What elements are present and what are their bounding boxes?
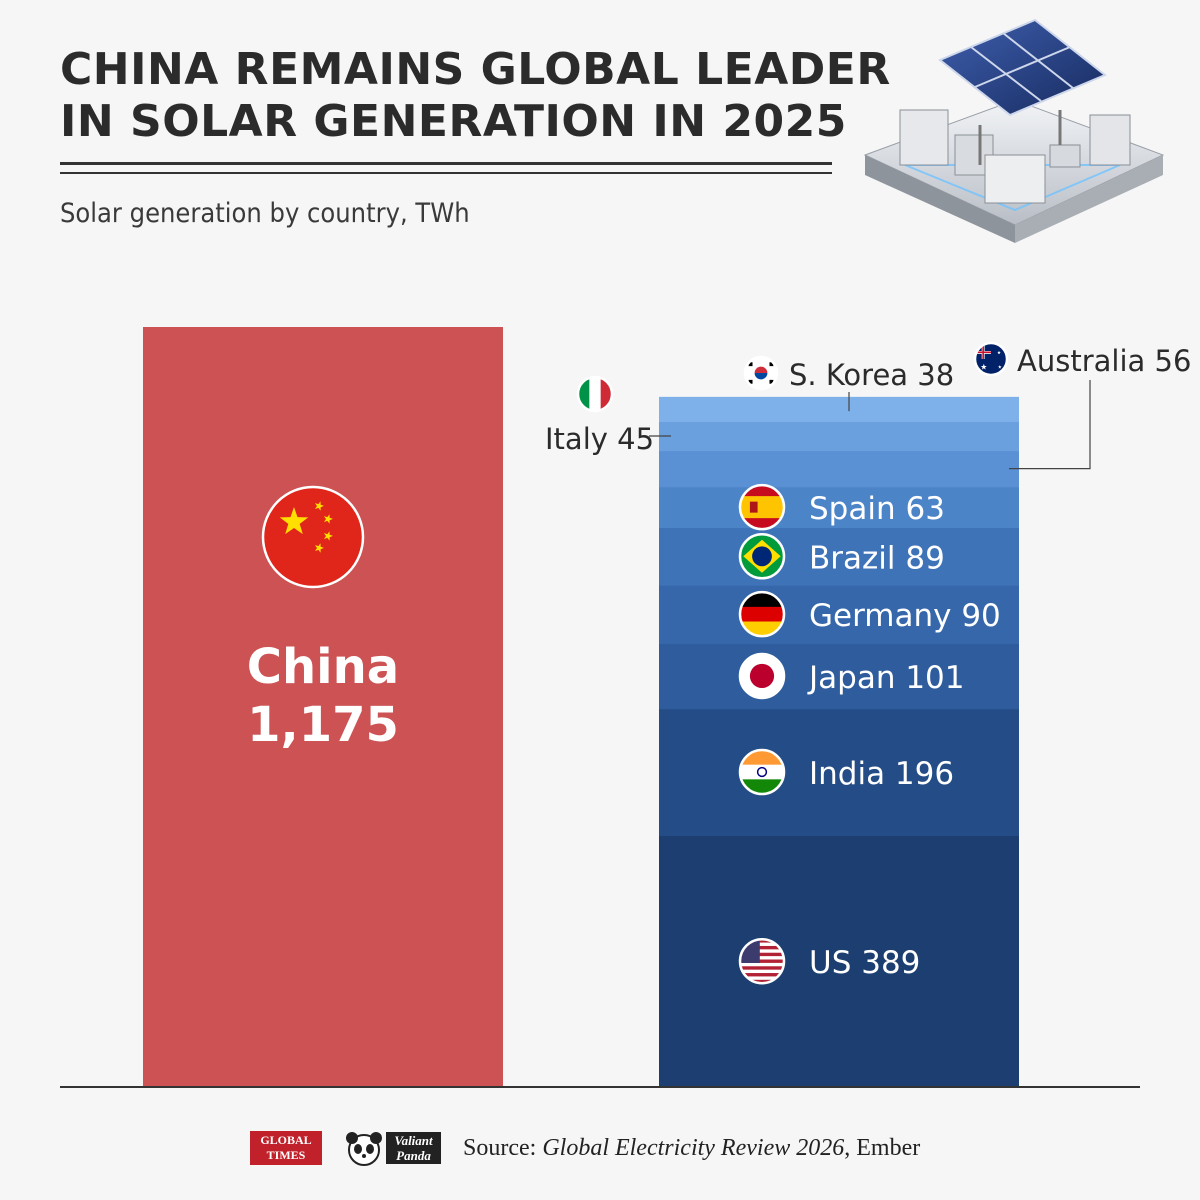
valiant-panda-line-2: Panda [396,1148,431,1163]
bar-segment-germany [659,585,1019,644]
page-title: CHINA REMAINS GLOBAL LEADER IN SOLAR GEN… [60,44,920,148]
bar-segment-brazil [659,527,1019,586]
china-flag [261,485,365,589]
germany-flag [738,590,786,638]
label-australia: Australia 56 [1017,344,1191,378]
china-value: 1,175 [247,697,399,753]
bar-china [143,327,503,1087]
leader-line-australia [1009,380,1091,470]
global-times-line-2: TIMES [266,1148,306,1162]
india-flag [738,748,786,796]
china-name: China [246,639,400,695]
bar-segment-australia [659,450,1019,488]
south-korea-flag [743,355,779,391]
australia-flag [973,341,1009,377]
title-rule-thin [60,172,832,174]
source-note: Source: Global Electricity Review 2026, … [463,1135,920,1162]
title-rule-thick [60,162,832,165]
label-us: US 389 [809,945,920,981]
global-times-line-1: GLOBAL [260,1133,312,1147]
valiant-panda-logo: Valiant Panda [344,1128,441,1168]
leader-lines [649,380,1091,470]
panda-icon [346,1132,382,1166]
china-label: China 1,175 [143,638,503,754]
bar-segment-italy [659,421,1019,452]
source-title: Global Electricity Review 2026 [542,1134,845,1161]
japan-flag [738,652,786,700]
label-germany: Germany 90 [809,598,1001,634]
source-prefix: Source: [463,1134,537,1161]
label-brazil: Brazil 89 [809,540,945,576]
label-india: India 196 [809,756,954,792]
bar-segment-us [659,835,1019,1088]
label-south-korea: S. Korea 38 [789,358,954,392]
source-suffix: , Ember [844,1134,921,1161]
flags-layer [261,341,1009,985]
us-flag [738,937,786,985]
chart-subtitle: Solar generation by country, TWh [60,198,470,229]
bar-segment-spain [659,486,1019,529]
title-line-2: IN SOLAR GENERATION IN 2025 [60,96,847,147]
labels-layer: US 389 India 196 Japan 101 Germany 90 Brazil… [545,344,1191,981]
valiant-panda-wordmark: Valiant Panda [386,1132,441,1164]
bar-segment-india [659,708,1019,836]
global-times-logo: GLOBAL TIMES [250,1131,322,1165]
label-italy: Italy 45 [545,422,654,456]
valiant-panda-line-1: Valiant [394,1133,433,1148]
solar-station-illustration [863,18,1165,243]
label-spain: Spain 63 [809,491,945,527]
bar-segment-s-korea [659,396,1019,423]
italy-flag [576,375,614,413]
label-japan: Japan 101 [807,660,964,696]
bar-segment-japan [659,643,1019,710]
title-line-1: CHINA REMAINS GLOBAL LEADER [60,44,891,95]
brazil-flag [738,533,786,580]
bars-layer [143,327,1019,1088]
footer: GLOBAL TIMES Valiant Panda Source: Globa… [250,1128,920,1168]
spain-flag [738,483,786,531]
